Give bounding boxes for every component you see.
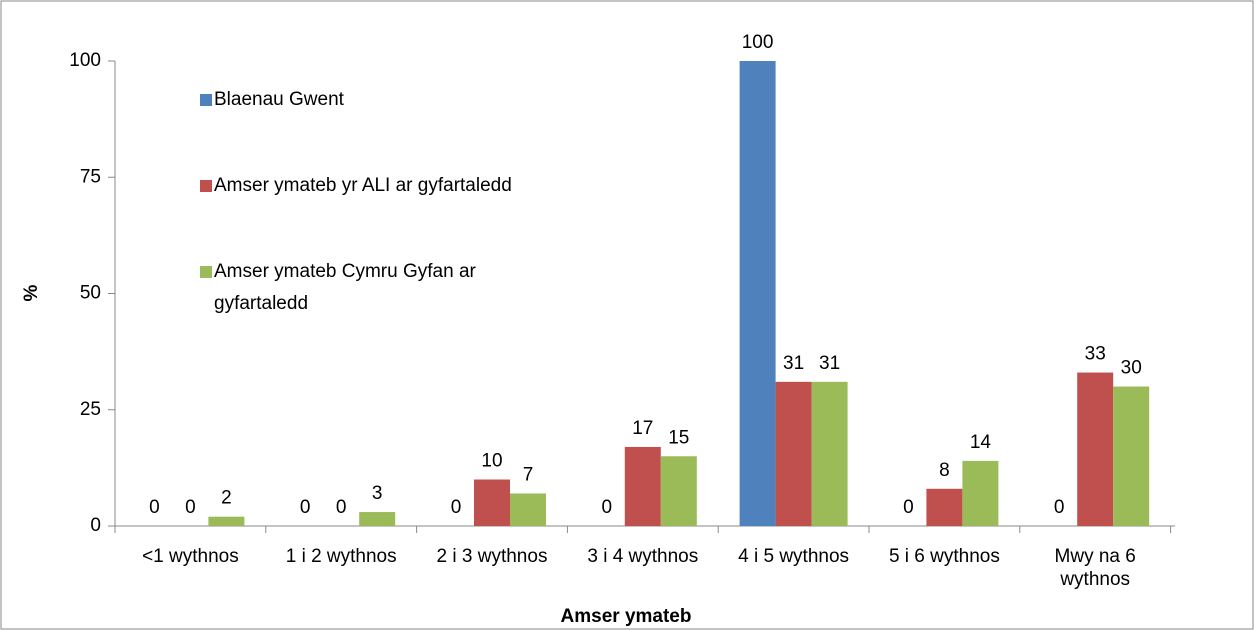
- bar: [1077, 372, 1114, 526]
- bar: [811, 381, 848, 526]
- y-tick-label: 75: [80, 166, 101, 187]
- data-label: 0: [185, 497, 196, 518]
- y-tick-label: 25: [80, 399, 101, 420]
- legend-label: Amser ymateb yr ALI ar gyfartaledd: [214, 175, 512, 196]
- data-label: 15: [668, 427, 689, 448]
- data-label: 3: [372, 483, 383, 504]
- data-label: 31: [819, 353, 840, 374]
- x-tick-label: Mwy na 6 wythnos: [1054, 546, 1136, 590]
- bar: [624, 446, 661, 526]
- y-axis-title: %: [21, 284, 42, 301]
- x-tick-label: 3 i 4 wythnos: [587, 546, 699, 567]
- data-label: 10: [481, 451, 502, 472]
- bar: [474, 479, 510, 526]
- bar: [660, 456, 697, 526]
- bar: [1113, 386, 1150, 526]
- data-label: 0: [300, 497, 311, 518]
- x-tick-label: 2 i 3 wythnos: [436, 546, 548, 567]
- data-label: 31: [783, 353, 804, 374]
- x-tick-label: <1 wythnos: [142, 546, 239, 567]
- data-label: 2: [221, 488, 232, 509]
- data-label: 17: [632, 418, 653, 439]
- x-tick-label: 4 i 5 wythnos: [738, 546, 850, 567]
- data-label: 14: [970, 432, 992, 453]
- data-label: 7: [523, 464, 534, 485]
- data-label: 30: [1121, 358, 1142, 379]
- data-label: 0: [602, 497, 613, 518]
- y-tick-label: 0: [90, 515, 101, 536]
- bar: [775, 381, 812, 526]
- bar: [359, 512, 396, 526]
- data-label: 0: [451, 497, 462, 518]
- x-tick-label: 5 i 6 wythnos: [888, 546, 1000, 567]
- bar: [962, 460, 999, 526]
- legend-swatch: [200, 180, 212, 192]
- legend-label: Amser ymateb Cymru Gyfan ar gyfartaledd: [214, 261, 476, 314]
- data-label: 0: [149, 497, 160, 518]
- bar: [510, 493, 546, 526]
- data-label: 8: [939, 460, 950, 481]
- data-label: 0: [336, 497, 347, 518]
- legend-swatch: [200, 94, 212, 106]
- data-label: 33: [1085, 344, 1106, 365]
- data-label: 100: [742, 32, 774, 53]
- y-tick-label: 50: [80, 283, 101, 304]
- data-label: 0: [903, 497, 914, 518]
- legend-swatch: [200, 266, 212, 278]
- bar: [739, 61, 776, 526]
- data-label: 0: [1054, 497, 1065, 518]
- bar: [926, 488, 963, 526]
- x-tick-label: 1 i 2 wythnos: [285, 546, 397, 567]
- x-axis-title: Amser ymateb: [561, 606, 692, 627]
- legend-label: Blaenau Gwent: [214, 89, 344, 110]
- bar: [208, 516, 245, 526]
- y-tick-label: 100: [69, 50, 101, 71]
